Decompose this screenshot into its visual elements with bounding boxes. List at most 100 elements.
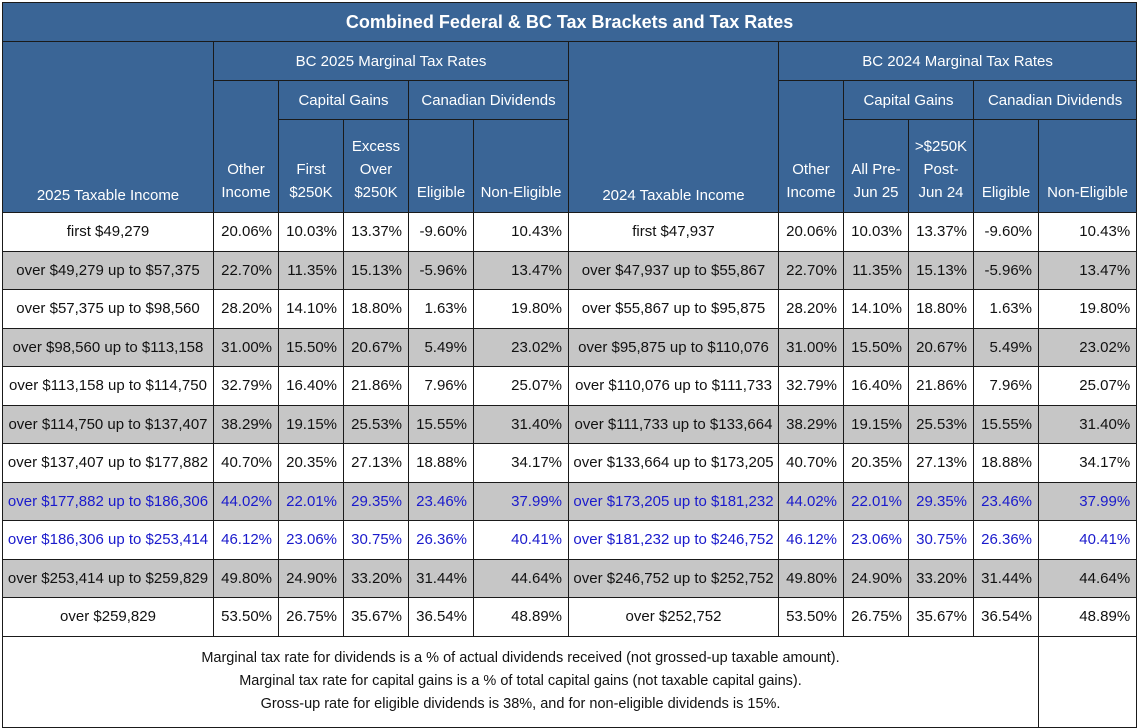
div-non-eligible-2024: 37.99% bbox=[1037, 481, 1138, 521]
header-first-250k: First $250K bbox=[278, 119, 344, 213]
income-bracket-2024: over $252,752 bbox=[568, 597, 779, 637]
income-bracket-2025: over $177,882 up to $186,306 bbox=[2, 481, 214, 521]
table-row: first $49,279 20.06% 10.03% 13.37% -9.60% 10.… bbox=[2, 212, 1138, 252]
header-income-2025: 2025 Taxable Income bbox=[2, 41, 214, 213]
other-income-2025: 22.70% bbox=[213, 250, 279, 290]
div-non-eligible-2024: 25.07% bbox=[1037, 366, 1138, 406]
cg-over-250k-post-jun24: 30.75% bbox=[908, 520, 974, 560]
div-non-eligible-2025: 23.02% bbox=[473, 327, 569, 367]
income-bracket-2024: over $133,664 up to $173,205 bbox=[568, 443, 779, 483]
header-capital-gains-2024: Capital Gains bbox=[843, 80, 974, 120]
div-non-eligible-2024: 48.89% bbox=[1037, 597, 1138, 637]
cg-all-pre-jun25: 22.01% bbox=[843, 481, 909, 521]
cg-first-250k: 24.90% bbox=[278, 558, 344, 598]
cg-first-250k: 11.35% bbox=[278, 250, 344, 290]
table-row: over $186,306 up to $253,414 46.12% 23.06%… bbox=[2, 520, 1138, 560]
div-eligible-2025: 31.44% bbox=[408, 558, 474, 598]
cg-excess-250k: 33.20% bbox=[343, 558, 409, 598]
div-non-eligible-2025: 37.99% bbox=[473, 481, 569, 521]
table-title: Combined Federal & BC Tax Brackets and T… bbox=[1, 2, 1138, 42]
header-canadian-dividends-2024: Canadian Dividends bbox=[972, 80, 1138, 120]
cg-all-pre-jun25: 15.50% bbox=[843, 327, 909, 367]
income-bracket-2024: over $173,205 up to $181,232 bbox=[568, 481, 779, 521]
div-eligible-2025: 26.36% bbox=[408, 520, 474, 560]
cg-all-pre-jun25: 24.90% bbox=[843, 558, 909, 598]
income-bracket-2025: over $253,414 up to $259,829 bbox=[2, 558, 214, 598]
table-row: over $113,158 up to $114,750 32.79% 16.40%… bbox=[2, 366, 1138, 406]
other-income-2025: 40.70% bbox=[213, 443, 279, 483]
other-income-2025: 49.80% bbox=[213, 558, 279, 598]
cg-all-pre-jun25: 11.35% bbox=[843, 250, 909, 290]
header-eligible-2024: Eligible bbox=[973, 119, 1039, 213]
div-eligible-2025: -9.60% bbox=[408, 212, 474, 252]
other-income-2025: 28.20% bbox=[213, 289, 279, 329]
income-bracket-2025: over $113,158 up to $114,750 bbox=[2, 366, 214, 406]
div-non-eligible-2024: 23.02% bbox=[1037, 327, 1138, 367]
header-excess-over-250k: Excess Over $250K bbox=[343, 119, 409, 213]
income-bracket-2025: over $137,407 up to $177,882 bbox=[2, 443, 214, 483]
cg-first-250k: 15.50% bbox=[278, 327, 344, 367]
header-text: Other bbox=[792, 161, 830, 178]
other-income-2024: 28.20% bbox=[778, 289, 844, 329]
other-income-2025: 32.79% bbox=[213, 366, 279, 406]
note-dividends: Marginal tax rate for dividends is a % o… bbox=[201, 649, 840, 666]
div-non-eligible-2025: 13.47% bbox=[473, 250, 569, 290]
cg-excess-250k: 21.86% bbox=[343, 366, 409, 406]
other-income-2024: 53.50% bbox=[778, 597, 844, 637]
other-income-2025: 53.50% bbox=[213, 597, 279, 637]
other-income-2024: 49.80% bbox=[778, 558, 844, 598]
header-text: First bbox=[296, 161, 326, 178]
cg-excess-250k: 30.75% bbox=[343, 520, 409, 560]
div-non-eligible-2025: 31.40% bbox=[473, 404, 569, 444]
header-text: Excess bbox=[351, 138, 401, 155]
div-non-eligible-2024: 13.47% bbox=[1037, 250, 1138, 290]
cg-all-pre-jun25: 16.40% bbox=[843, 366, 909, 406]
div-eligible-2024: -5.96% bbox=[973, 250, 1039, 290]
cg-excess-250k: 35.67% bbox=[343, 597, 409, 637]
cg-over-250k-post-jun24: 13.37% bbox=[908, 212, 974, 252]
income-bracket-2024: over $47,937 up to $55,867 bbox=[568, 250, 779, 290]
div-non-eligible-2025: 10.43% bbox=[473, 212, 569, 252]
other-income-2024: 40.70% bbox=[778, 443, 844, 483]
cg-over-250k-post-jun24: 29.35% bbox=[908, 481, 974, 521]
income-bracket-2024: over $110,076 up to $111,733 bbox=[568, 366, 779, 406]
table-row: over $114,750 up to $137,407 38.29% 19.15%… bbox=[2, 404, 1138, 444]
cg-all-pre-jun25: 20.35% bbox=[843, 443, 909, 483]
other-income-2024: 31.00% bbox=[778, 327, 844, 367]
income-bracket-2024: over $111,733 up to $133,664 bbox=[568, 404, 779, 444]
div-non-eligible-2025: 19.80% bbox=[473, 289, 569, 329]
other-income-2025: 31.00% bbox=[213, 327, 279, 367]
cg-first-250k: 20.35% bbox=[278, 443, 344, 483]
header-text: Other bbox=[227, 161, 265, 178]
header-text: Income bbox=[786, 184, 836, 201]
cg-excess-250k: 27.13% bbox=[343, 443, 409, 483]
cg-first-250k: 26.75% bbox=[278, 597, 344, 637]
cg-all-pre-jun25: 14.10% bbox=[843, 289, 909, 329]
other-income-2025: 44.02% bbox=[213, 481, 279, 521]
div-non-eligible-2025: 34.17% bbox=[473, 443, 569, 483]
div-eligible-2025: 15.55% bbox=[408, 404, 474, 444]
cg-all-pre-jun25: 19.15% bbox=[843, 404, 909, 444]
header-text: Income bbox=[221, 184, 271, 201]
cg-all-pre-jun25: 10.03% bbox=[843, 212, 909, 252]
div-eligible-2024: 23.46% bbox=[973, 481, 1039, 521]
cg-over-250k-post-jun24: 18.80% bbox=[908, 289, 974, 329]
cg-first-250k: 23.06% bbox=[278, 520, 344, 560]
header-other-income-2025: Other Income bbox=[213, 80, 279, 213]
div-eligible-2025: 18.88% bbox=[408, 443, 474, 483]
cg-excess-250k: 18.80% bbox=[343, 289, 409, 329]
income-bracket-2024: over $55,867 up to $95,875 bbox=[568, 289, 779, 329]
div-non-eligible-2024: 31.40% bbox=[1037, 404, 1138, 444]
other-income-2025: 20.06% bbox=[213, 212, 279, 252]
income-bracket-2025: first $49,279 bbox=[2, 212, 214, 252]
cg-all-pre-jun25: 23.06% bbox=[843, 520, 909, 560]
cg-excess-250k: 13.37% bbox=[343, 212, 409, 252]
table-row: over $137,407 up to $177,882 40.70% 20.35%… bbox=[2, 443, 1138, 483]
income-bracket-2025: over $259,829 bbox=[2, 597, 214, 637]
div-non-eligible-2025: 40.41% bbox=[473, 520, 569, 560]
cg-first-250k: 10.03% bbox=[278, 212, 344, 252]
header-other-income-2024: Other Income bbox=[778, 80, 844, 213]
header-text: All Pre- bbox=[851, 161, 901, 178]
div-non-eligible-2025: 25.07% bbox=[473, 366, 569, 406]
